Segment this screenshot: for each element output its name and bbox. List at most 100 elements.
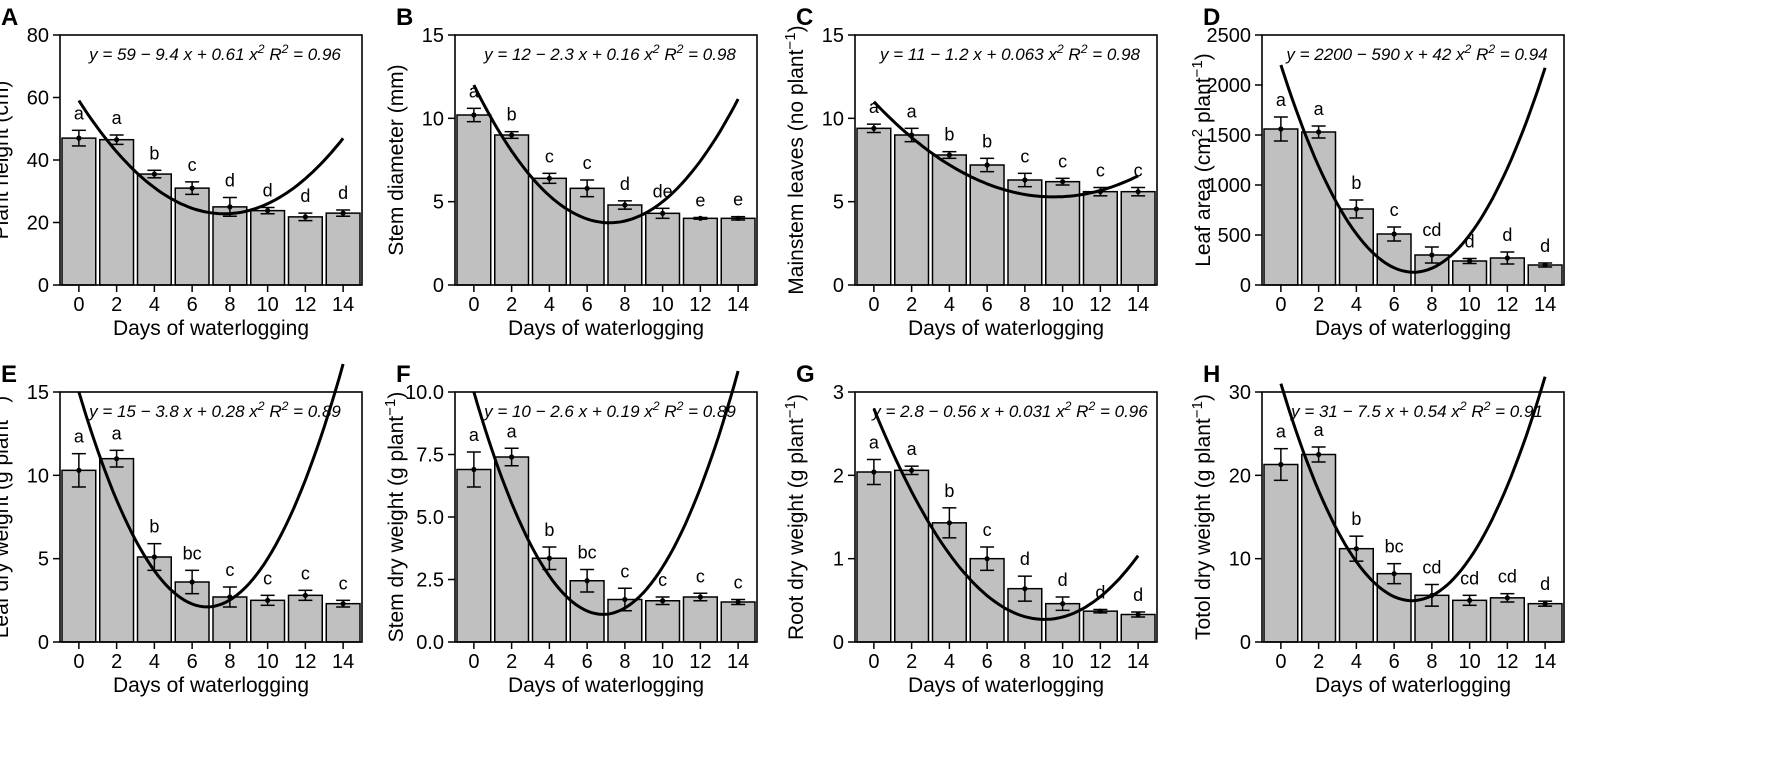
bar [456, 114, 492, 286]
mean-point [584, 578, 590, 584]
x-tick-label: 2 [111, 651, 122, 673]
bar [212, 206, 248, 286]
fit-curve [872, 100, 1139, 199]
y-tick-label: 3 [833, 382, 844, 404]
x-tick-label: 0 [868, 651, 879, 673]
bar [99, 457, 135, 643]
bar [456, 468, 492, 643]
significance-letter: cd [1422, 558, 1441, 578]
x-axis-label: Days of waterlogging [508, 317, 704, 340]
significance-letter: e [733, 190, 743, 210]
panel-b: Ba b c c d de e e 0 5 10 15 0 2 4 6 8 10 12 14 Days of water… [385, 4, 758, 340]
mean-point [1060, 601, 1066, 607]
x-tick-label: 14 [332, 294, 354, 316]
mean-point [76, 467, 82, 473]
y-tick-label: 0 [833, 275, 844, 297]
y-tick-label: 15 [822, 25, 844, 47]
bar [645, 600, 681, 643]
plot-frame [1261, 391, 1565, 643]
significance-letter: c [583, 153, 592, 173]
x-tick-label: 2 [906, 294, 917, 316]
significance-letter: a [507, 421, 518, 441]
panel-c: Ca a b b c c c c 0 5 10 15 0 2 4 6 8 10 12 14 Days of waterl… [782, 4, 1158, 340]
y-tick-label: 2.5 [416, 570, 444, 592]
x-tick-label: 12 [294, 294, 316, 316]
significance-letter: d [620, 174, 630, 194]
mean-point [1391, 231, 1397, 237]
y-tick-label: 0 [433, 275, 444, 297]
x-tick-label: 4 [944, 651, 955, 673]
significance-letter: d [300, 186, 310, 206]
bar [969, 557, 1005, 643]
fit-equation: y = 2200 − 590 x + 42 x2 R2 = 0.94 [1285, 42, 1547, 64]
x-axis-label: Days of waterlogging [1315, 317, 1511, 340]
significance-letter: d [263, 181, 273, 201]
significance-letter: c [1134, 161, 1143, 181]
x-tick-label: 8 [619, 294, 630, 316]
x-tick-label: 4 [944, 294, 955, 316]
x-tick-label: 6 [1389, 294, 1400, 316]
bar [931, 154, 967, 286]
significance-letter: c [301, 563, 310, 583]
bar [1120, 190, 1156, 286]
x-tick-label: 8 [224, 294, 235, 316]
x-axis-label: Days of waterlogging [113, 674, 309, 697]
y-tick-label: 0 [1240, 632, 1251, 654]
significance-letter: cd [1460, 568, 1479, 588]
x-tick-label: 6 [1389, 651, 1400, 673]
x-tick-label: 10 [652, 294, 674, 316]
y-tick-label: 5 [433, 192, 444, 214]
mean-point [151, 171, 157, 177]
y-tick-label: 10 [422, 108, 444, 130]
bar [1082, 610, 1118, 643]
mean-point [584, 185, 590, 191]
bar [325, 212, 361, 286]
x-tick-label: 14 [1534, 294, 1556, 316]
mean-point [735, 215, 741, 221]
fit-curve [472, 84, 740, 225]
significance-letter: e [695, 191, 705, 211]
mean-point [871, 125, 877, 131]
x-tick-label: 14 [1127, 294, 1149, 316]
significance-letter: d [338, 183, 348, 203]
plot-frame [59, 391, 363, 643]
significance-letter: a [869, 97, 880, 117]
significance-letter: a [112, 423, 123, 443]
mean-point [1278, 461, 1284, 468]
y-tick-label: 0 [1240, 275, 1251, 297]
fit-curve [472, 370, 740, 616]
significance-letter: a [74, 103, 85, 123]
significance-letter: b [1351, 173, 1361, 193]
x-tick-label: 2 [111, 294, 122, 316]
x-tick-label: 0 [468, 651, 479, 673]
y-tick-label: 60 [27, 88, 49, 110]
mean-point [114, 137, 120, 143]
mean-point [622, 202, 628, 208]
fit-equation: y = 10 − 2.6 x + 0.19 x2 R2 = 0.89 [483, 399, 736, 421]
y-axis-label: Totol dry weight (g plant−1) [1189, 394, 1216, 640]
y-tick-label: 10 [822, 108, 844, 130]
significance-letter: d [1058, 570, 1068, 590]
x-tick-label: 0 [73, 294, 84, 316]
mean-point [735, 599, 741, 605]
x-tick-label: 10 [1459, 294, 1481, 316]
mean-point [622, 596, 628, 603]
bar [1301, 131, 1337, 286]
bar [494, 134, 530, 286]
x-tick-label: 10 [1052, 651, 1074, 673]
y-axis-label: Leaf dry weight (g plant−1) [0, 396, 13, 639]
significance-letter: cd [1422, 220, 1441, 240]
mean-point [340, 210, 346, 216]
mean-point [1278, 126, 1284, 132]
significance-letter: d [1465, 232, 1475, 252]
mean-point [302, 214, 308, 220]
significance-letter: c [1096, 161, 1105, 181]
y-tick-label: 40 [27, 150, 49, 172]
bar [1301, 453, 1337, 643]
significance-letter: c [620, 561, 629, 581]
significance-letter: c [983, 520, 992, 540]
mean-point [984, 556, 990, 562]
mean-point [660, 598, 666, 604]
x-tick-label: 2 [506, 651, 517, 673]
